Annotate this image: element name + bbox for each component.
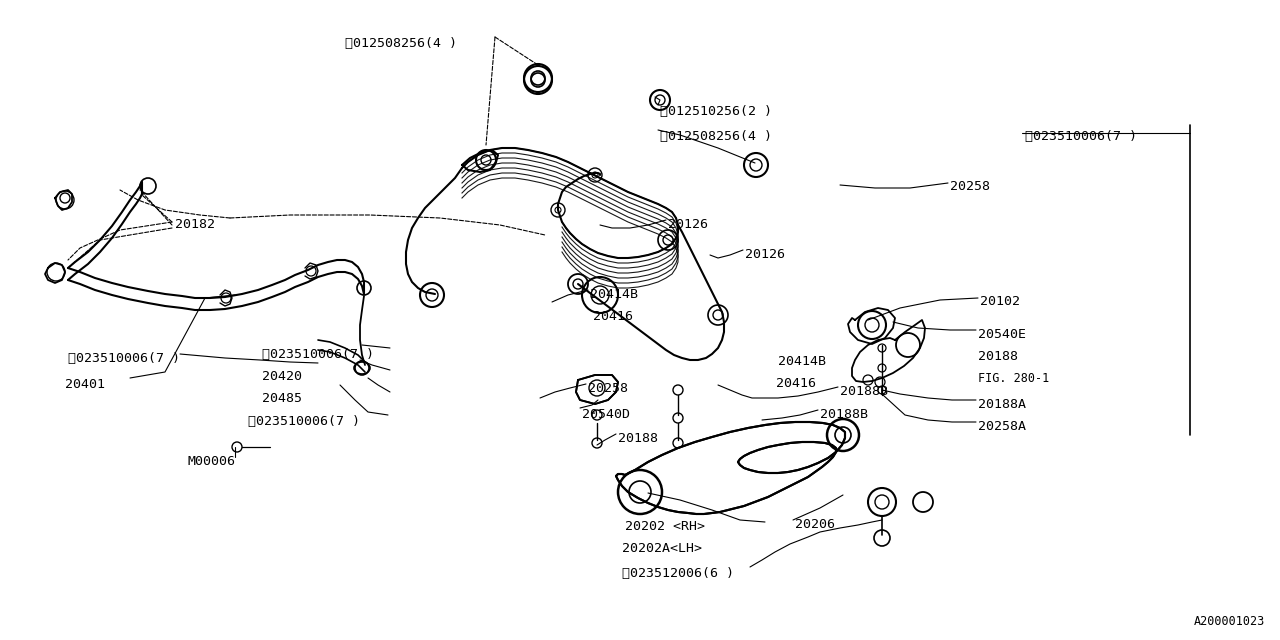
Text: Ⓝ023510006(7 ): Ⓝ023510006(7 ) bbox=[68, 352, 180, 365]
Text: 20188B: 20188B bbox=[820, 408, 868, 421]
Text: 20414B: 20414B bbox=[590, 288, 637, 301]
Text: 20206: 20206 bbox=[795, 518, 835, 531]
Text: 20188: 20188 bbox=[978, 350, 1018, 363]
Text: 20126: 20126 bbox=[745, 248, 785, 261]
Text: 20420: 20420 bbox=[262, 370, 302, 383]
Text: Ⓑ012510256(2 ): Ⓑ012510256(2 ) bbox=[660, 105, 772, 118]
Text: 20202A<LH>: 20202A<LH> bbox=[622, 542, 701, 555]
Text: Ⓝ023510006(7 ): Ⓝ023510006(7 ) bbox=[1025, 130, 1137, 143]
Text: 20485: 20485 bbox=[262, 392, 302, 405]
Text: A200001023: A200001023 bbox=[1194, 615, 1265, 628]
Text: 20188: 20188 bbox=[618, 432, 658, 445]
Text: 20182: 20182 bbox=[175, 218, 215, 231]
Text: Ⓝ023512006(6 ): Ⓝ023512006(6 ) bbox=[622, 567, 733, 580]
Text: 20416: 20416 bbox=[776, 377, 817, 390]
Text: 20414B: 20414B bbox=[778, 355, 826, 368]
Text: Ⓑ012508256(4 ): Ⓑ012508256(4 ) bbox=[346, 37, 457, 50]
Text: 20540E: 20540E bbox=[978, 328, 1027, 341]
Text: 20540D: 20540D bbox=[582, 408, 630, 421]
Text: 20102: 20102 bbox=[980, 295, 1020, 308]
Text: FIG. 280-1: FIG. 280-1 bbox=[978, 372, 1050, 385]
Text: Ⓝ023510006(7 ): Ⓝ023510006(7 ) bbox=[262, 348, 374, 361]
Text: 20202 <RH>: 20202 <RH> bbox=[625, 520, 705, 533]
Text: 20401: 20401 bbox=[65, 378, 105, 391]
Text: 20258: 20258 bbox=[588, 382, 628, 395]
Text: Ⓑ012508256(4 ): Ⓑ012508256(4 ) bbox=[660, 130, 772, 143]
Text: 20258A: 20258A bbox=[978, 420, 1027, 433]
Text: Ⓝ023510006(7 ): Ⓝ023510006(7 ) bbox=[248, 415, 360, 428]
Text: 20416: 20416 bbox=[593, 310, 634, 323]
Polygon shape bbox=[616, 422, 845, 514]
Text: 20188A: 20188A bbox=[978, 398, 1027, 411]
Text: 20258: 20258 bbox=[950, 180, 989, 193]
Text: M00006: M00006 bbox=[188, 455, 236, 468]
Text: 20126: 20126 bbox=[668, 218, 708, 231]
Polygon shape bbox=[576, 375, 618, 404]
Text: 20188B: 20188B bbox=[840, 385, 888, 398]
